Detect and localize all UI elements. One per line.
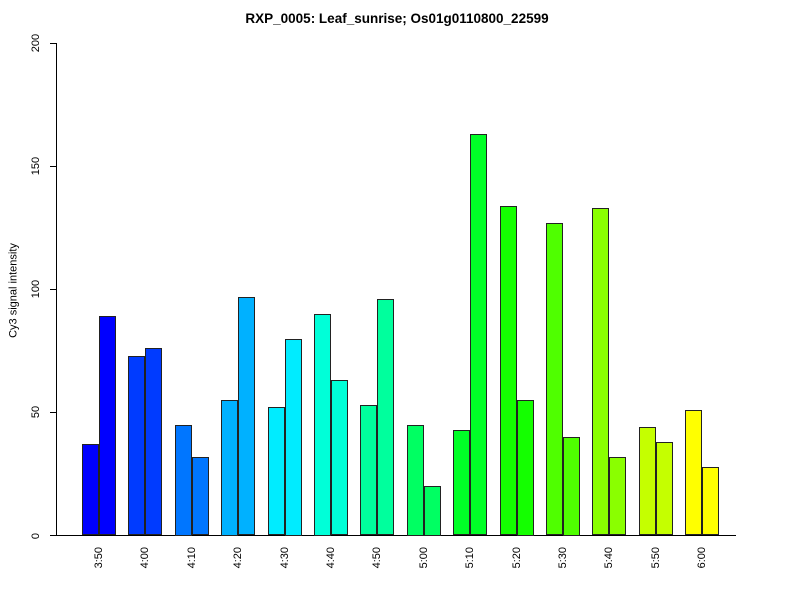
y-tick-label: 200 bbox=[30, 33, 42, 53]
x-tick-label: 4:10 bbox=[185, 547, 198, 569]
bar bbox=[314, 313, 331, 536]
y-tick-label: 100 bbox=[30, 280, 42, 299]
y-axis-tick bbox=[50, 535, 56, 536]
bar bbox=[331, 380, 348, 536]
bar bbox=[453, 429, 471, 536]
y-tick-label: 0 bbox=[30, 532, 42, 539]
x-tick-label: 5:50 bbox=[649, 547, 662, 569]
x-tick-label: 4:00 bbox=[139, 547, 152, 569]
y-axis-tick bbox=[50, 411, 56, 413]
bar bbox=[221, 400, 239, 536]
x-tick-label: 4:50 bbox=[371, 547, 384, 569]
bar bbox=[174, 424, 192, 536]
x-axis bbox=[56, 535, 736, 536]
x-tick-label: 3:50 bbox=[93, 547, 105, 569]
x-tick-label: 4:20 bbox=[232, 547, 245, 569]
bar bbox=[145, 348, 163, 536]
bar bbox=[702, 466, 720, 536]
bar bbox=[685, 409, 703, 536]
x-tick-label: 4:30 bbox=[278, 547, 291, 569]
x-tick-label: 5:10 bbox=[464, 547, 477, 569]
x-tick-label: 5:20 bbox=[510, 547, 523, 569]
bar bbox=[284, 338, 302, 536]
y-axis-label: Cy3 signal intensity bbox=[7, 243, 20, 338]
chart-title: RXP_0005: Leaf_sunrise; Os01g0110800_225… bbox=[245, 11, 549, 26]
y-axis-tick bbox=[50, 288, 56, 290]
y-tick-label: 150 bbox=[30, 156, 42, 176]
bar bbox=[563, 437, 580, 536]
x-tick-label: 6:00 bbox=[696, 547, 709, 569]
bar bbox=[377, 299, 395, 536]
bar bbox=[609, 456, 627, 536]
bar bbox=[546, 222, 563, 536]
bar bbox=[423, 486, 441, 536]
x-tick-label: 5:40 bbox=[603, 547, 616, 569]
x-tick-label: 5:00 bbox=[417, 547, 430, 569]
bar bbox=[128, 355, 146, 536]
bar bbox=[406, 424, 424, 536]
y-tick-label: 50 bbox=[30, 406, 42, 419]
bar bbox=[655, 441, 673, 536]
y-axis bbox=[56, 43, 57, 536]
bar bbox=[592, 207, 610, 536]
bar bbox=[238, 296, 256, 536]
y-axis-tick bbox=[50, 42, 56, 44]
bar bbox=[99, 316, 116, 536]
bar bbox=[191, 456, 209, 536]
bar bbox=[499, 205, 517, 536]
x-tick-label: 4:40 bbox=[325, 547, 337, 569]
bar bbox=[82, 444, 99, 536]
y-axis-tick bbox=[50, 165, 56, 167]
bar bbox=[267, 407, 285, 536]
x-tick-label: 5:30 bbox=[557, 547, 569, 569]
bar bbox=[360, 404, 378, 536]
bar bbox=[470, 134, 488, 536]
bar bbox=[516, 400, 534, 536]
bar bbox=[638, 427, 656, 536]
